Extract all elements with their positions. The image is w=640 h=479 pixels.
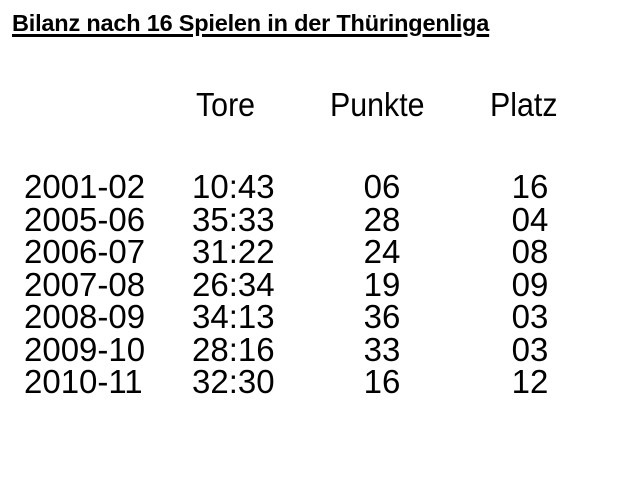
tore-cell: 31:22 xyxy=(192,233,275,270)
punkte-cell: 36 xyxy=(363,298,401,335)
tore-cell: 35:33 xyxy=(192,200,275,238)
header-platz: Platz xyxy=(490,86,558,123)
tore-cell: 28:16 xyxy=(192,330,275,368)
punkte-cell: 06 xyxy=(363,168,401,205)
platz-cell: 04 xyxy=(511,200,549,238)
table-row: 2008-09 34:13 36 03 xyxy=(0,298,640,335)
platz-cell: 09 xyxy=(511,265,549,303)
punkte-cell: 28 xyxy=(363,200,401,238)
table-row: 2007-08 26:34 19 09 xyxy=(0,266,640,303)
header-punkte: Punkte xyxy=(330,86,425,123)
platz-cell: 03 xyxy=(511,330,549,368)
season-cell: 2001-02 xyxy=(24,168,146,205)
season-cell: 2008-09 xyxy=(24,298,146,335)
punkte-cell: 19 xyxy=(363,265,401,303)
season-cell: 2009-10 xyxy=(24,330,146,368)
platz-cell: 08 xyxy=(511,233,549,270)
page-title: Bilanz nach 16 Spielen in der Thüringenl… xyxy=(12,10,490,36)
platz-cell: 03 xyxy=(511,298,549,335)
tore-cell: 10:43 xyxy=(192,168,275,205)
punkte-cell: 33 xyxy=(363,330,401,368)
season-cell: 2005-06 xyxy=(24,200,146,238)
tore-cell: 32:30 xyxy=(192,363,275,400)
table-row: 2001-02 10:43 06 16 xyxy=(0,168,640,205)
header-tore: Tore xyxy=(196,86,256,123)
punkte-cell: 24 xyxy=(363,233,401,270)
season-cell: 2007-08 xyxy=(24,265,146,303)
season-cell: 2006-07 xyxy=(24,233,146,270)
table-row: 2010-11 32:30 16 12 xyxy=(0,363,640,400)
platz-cell: 16 xyxy=(511,168,549,205)
table-row: 2006-07 31:22 24 08 xyxy=(0,233,640,270)
tore-cell: 26:34 xyxy=(192,265,275,303)
table-row: 2009-10 28:16 33 03 xyxy=(0,331,640,368)
punkte-cell: 16 xyxy=(363,363,401,400)
platz-cell: 12 xyxy=(511,363,549,400)
tore-cell: 34:13 xyxy=(192,298,275,335)
table-row: 2005-06 35:33 28 04 xyxy=(0,201,640,238)
season-cell: 2010-11 xyxy=(24,363,143,400)
